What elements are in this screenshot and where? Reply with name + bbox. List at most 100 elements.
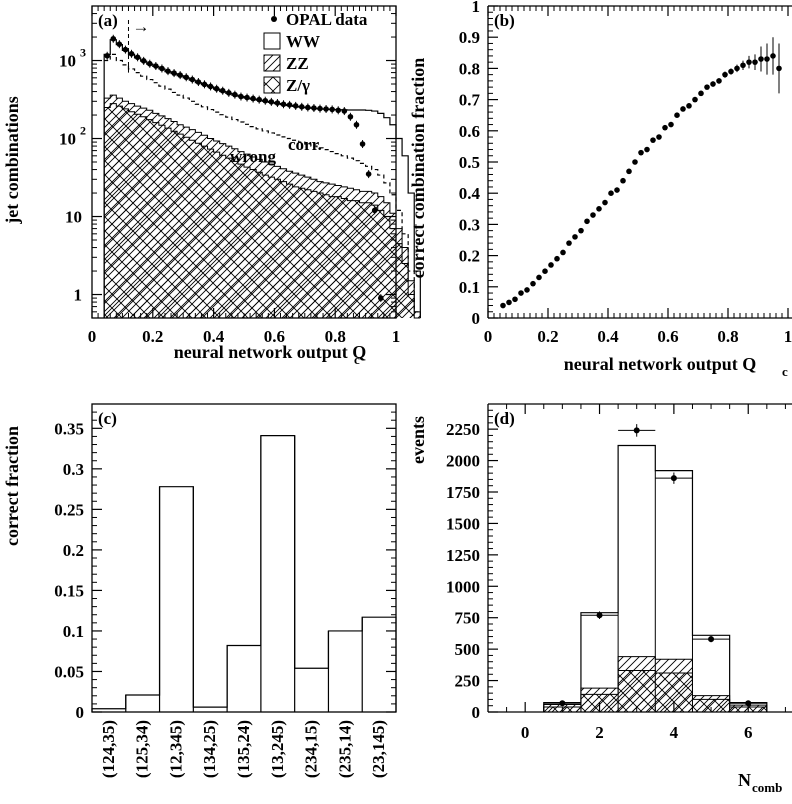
x-tick-label: 0.8 [325, 327, 346, 346]
data-point [347, 113, 354, 120]
panel-label: (c) [98, 409, 117, 428]
data-point [219, 87, 226, 94]
bar [160, 487, 194, 712]
data-point [692, 96, 698, 103]
legend-label: WW [286, 32, 320, 51]
x-tick-label: 0.6 [264, 327, 285, 346]
y-tick-label: 750 [455, 609, 481, 628]
data-point [584, 218, 590, 225]
data-point [274, 100, 281, 106]
data-point [560, 249, 566, 256]
data-point [740, 62, 746, 69]
data-point [153, 63, 159, 69]
y-tick-label: 1500 [446, 514, 480, 533]
x-tick-label: 0.2 [537, 327, 558, 346]
data-point [365, 171, 372, 177]
x-tick-label: 1 [784, 327, 792, 346]
data-point [371, 207, 378, 214]
y-tick-exponent: 2 [80, 124, 86, 138]
data-point [638, 149, 644, 156]
category-label: (135,24) [234, 720, 253, 778]
x-axis-label: neural network output Q [174, 342, 367, 362]
data-point [614, 187, 620, 193]
data-point [633, 427, 640, 434]
data-point [572, 234, 578, 240]
category-label: (13,245) [268, 720, 287, 778]
data-point [298, 104, 305, 110]
data-point [512, 296, 518, 303]
data-point [286, 102, 293, 108]
data-point [140, 58, 147, 64]
data-point [359, 141, 366, 147]
bar [126, 695, 160, 712]
y-tick-label: 0.5 [459, 153, 480, 172]
panel-d: 0 2 4 6 0 250 500 750 1000 1250 1500 1750 2000 2250 (d… [408, 403, 792, 795]
data-point [650, 137, 656, 143]
y-tick-label: 10 [65, 208, 82, 227]
data-point [716, 78, 722, 84]
legend-marker-box [263, 54, 281, 72]
data-point [602, 199, 608, 206]
data-point [268, 99, 275, 105]
data-point [116, 41, 123, 47]
y-axis-label: jet combinations [2, 96, 22, 225]
data-point [542, 268, 548, 275]
data-point [110, 35, 117, 42]
y-tick-label: 0.1 [459, 278, 480, 297]
data-point [353, 121, 360, 128]
y-tick-label: 0.15 [54, 581, 84, 600]
x-axis-label-subscript: c [354, 352, 360, 367]
bar [261, 436, 295, 712]
category-label: (12,345) [166, 720, 185, 778]
legend-marker-dot [271, 16, 277, 22]
data-point [764, 56, 770, 62]
wrong-annotation: wrong [230, 147, 276, 166]
x-tick-label: 4 [670, 723, 679, 742]
data-point [548, 262, 554, 268]
y-axis-label: events [408, 416, 428, 464]
data-point [656, 134, 662, 140]
y-tick-label: 0 [472, 309, 481, 328]
data-point [256, 96, 263, 103]
y-tick-label: 10 [59, 130, 76, 149]
y-tick-label: 2250 [446, 420, 480, 439]
data-point [292, 103, 299, 109]
data-point [746, 59, 752, 65]
y-tick-label: 500 [455, 640, 481, 659]
y-tick-label: 0.9 [459, 28, 480, 47]
data-point [183, 74, 190, 81]
y-tick-label: 1000 [446, 577, 480, 596]
data-point [207, 83, 214, 90]
data-point [159, 65, 165, 72]
data-point [213, 85, 220, 92]
data-point [177, 72, 183, 78]
data-point [323, 106, 329, 112]
category-label: (23,145) [369, 720, 388, 778]
category-label: (235,14) [335, 720, 354, 778]
y-tick-label: 1 [74, 286, 83, 305]
legend-label: Z/γ [286, 76, 310, 95]
category-label: (234,15) [302, 720, 321, 778]
data-point [122, 46, 129, 53]
data-point [506, 299, 512, 306]
data-point [146, 60, 153, 67]
data-point [632, 159, 638, 165]
x-tick-label: 0 [521, 723, 530, 742]
y-tick-label: 0.8 [459, 59, 480, 78]
data-point [668, 121, 674, 128]
data-point [680, 106, 686, 112]
panel-label: (d) [494, 409, 515, 428]
data-point [620, 177, 626, 184]
data-point [524, 287, 530, 293]
x-tick-label: 0.2 [142, 327, 163, 346]
data-point [226, 90, 232, 96]
x-tick-label: 1 [392, 327, 401, 346]
y-tick-label: 0.2 [63, 541, 84, 560]
plot-frame [91, 403, 397, 713]
data-point [305, 104, 311, 111]
data-point [244, 94, 250, 101]
y-tick-label: 0 [472, 703, 481, 722]
y-tick-label: 0.3 [63, 460, 84, 479]
y-tick-label: 0.25 [54, 500, 84, 519]
